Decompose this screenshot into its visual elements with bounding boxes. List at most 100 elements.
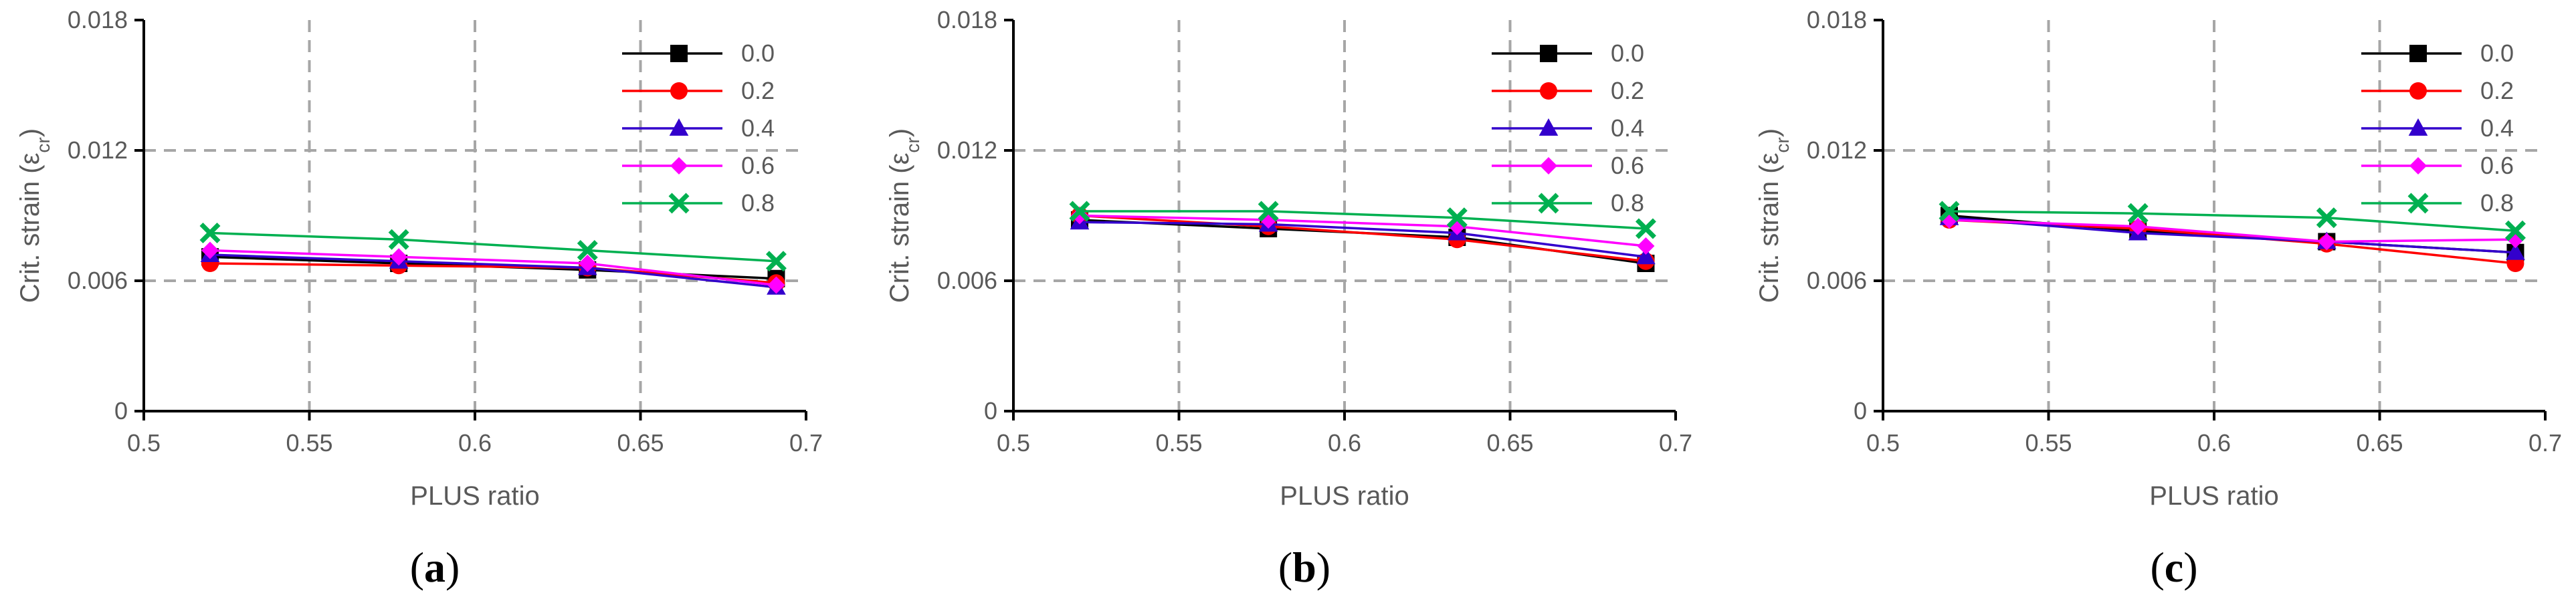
- x-tick-label: 0.7: [1659, 429, 1692, 457]
- legend-label: 0.6: [1611, 152, 1644, 179]
- y-tick-label: 0.012: [937, 136, 997, 164]
- legend-item: 0.2: [2361, 77, 2514, 104]
- legend-label: 0.6: [2480, 152, 2514, 179]
- gridlines: [1883, 20, 2545, 411]
- legend-item: 0.8: [1492, 189, 1644, 217]
- panel-b: 0.5 0.55 0.6 0.65 0.7 0 0.006 0.012 0.018 PLUS ra…: [870, 0, 1728, 604]
- data-point: [767, 276, 785, 294]
- legend-marker: [1540, 157, 1557, 174]
- x-tick-label: 0.6: [1328, 429, 1361, 457]
- series-line: [1080, 210, 1646, 230]
- data-point: [2129, 217, 2147, 235]
- x-tick-label: 0.6: [458, 429, 492, 457]
- x-axis-title: PLUS ratio: [1280, 481, 1409, 511]
- panel-label: (b): [1278, 543, 1330, 591]
- legend-label: 0.4: [2480, 114, 2514, 142]
- x-tick-label: 0.5: [127, 429, 161, 457]
- series-0.2: [1941, 211, 2524, 272]
- data-point: [765, 251, 787, 272]
- axes: [1874, 19, 2547, 420]
- data-point: [1635, 218, 1656, 239]
- y-tick-label: 0.006: [68, 267, 128, 294]
- legend-marker: [1540, 82, 1557, 100]
- line-chart-c: 0.5 0.55 0.6 0.65 0.7 0 0.006 0.012 0.018 PLUS ra…: [1755, 6, 2562, 591]
- legend-label: 0.0: [741, 39, 775, 67]
- line-chart-a: 0.5 0.55 0.6 0.65 0.7 0 0.006 0.012 0.018 PLUS ra…: [15, 6, 823, 591]
- legend-item: 0.8: [622, 189, 775, 217]
- legend-label: 0.2: [1611, 77, 1644, 104]
- legend-label: 0.8: [2480, 189, 2514, 217]
- x-tick-label: 0.55: [2025, 429, 2072, 457]
- x-tick-label: 0.65: [1486, 429, 1533, 457]
- x-axis-title: PLUS ratio: [410, 481, 539, 511]
- data-point: [579, 255, 597, 272]
- legend-marker: [668, 193, 690, 214]
- legend-label: 0.8: [1611, 189, 1644, 217]
- legend: 0.0 0.2 0.4 0.6 0.8: [1492, 39, 1644, 217]
- legend-label: 0.0: [1611, 39, 1644, 67]
- series-line: [1949, 219, 2516, 243]
- legend-marker: [670, 82, 688, 100]
- x-tick-label: 0.6: [2197, 429, 2231, 457]
- series-line: [209, 249, 777, 287]
- legend-item: 0.2: [622, 77, 775, 104]
- y-tick-label: 0.012: [68, 136, 128, 164]
- data-point: [577, 240, 598, 261]
- y-axis-title: Crit. strain (εcr): [15, 128, 54, 303]
- axes: [134, 19, 807, 420]
- legend-marker: [670, 157, 688, 174]
- legend-marker: [2409, 45, 2427, 62]
- data-point: [2127, 203, 2149, 224]
- data-point: [390, 248, 408, 266]
- panel-a: 0.5 0.55 0.6 0.65 0.7 0 0.006 0.012 0.018 PLUS ra…: [0, 0, 858, 604]
- data-point: [2318, 233, 2336, 251]
- data-point: [1939, 201, 1960, 222]
- series-0.8: [1939, 201, 2526, 241]
- series-0.8: [1069, 201, 1656, 239]
- legend: 0.0 0.2 0.4 0.6 0.8: [2361, 39, 2514, 217]
- legend-item: 0.2: [1492, 77, 1644, 104]
- panel-label: (c): [2150, 543, 2197, 591]
- y-axis-title: Crit. strain (εcr): [1755, 128, 1793, 303]
- legend-label: 0.4: [1611, 114, 1644, 142]
- y-tick-label: 0.012: [1807, 136, 1867, 164]
- series-0.6: [1941, 211, 2524, 251]
- data-point: [201, 241, 219, 259]
- legend-item: 0.0: [622, 39, 775, 67]
- x-tick-label: 0.5: [1866, 429, 1900, 457]
- data-point: [388, 229, 409, 250]
- data-point: [2504, 220, 2526, 241]
- series-line: [209, 231, 777, 263]
- legend-item: 0.6: [1492, 152, 1644, 179]
- y-axis-title: Crit. strain (εcr): [885, 128, 923, 303]
- legend-item: 0.6: [622, 152, 775, 179]
- x-tick-label: 0.65: [2356, 429, 2403, 457]
- axes: [1004, 19, 1677, 420]
- data-point: [1446, 207, 1468, 229]
- series-line: [1949, 217, 2516, 254]
- y-tick-label: 0.018: [937, 6, 997, 33]
- data-point: [199, 223, 221, 243]
- data-point: [1258, 201, 1279, 222]
- legend-marker: [1540, 45, 1557, 62]
- series-0.8: [199, 223, 787, 272]
- legend: 0.0 0.2 0.4 0.6 0.8: [622, 39, 775, 217]
- data-point: [1069, 201, 1090, 222]
- series-line: [1949, 219, 2516, 265]
- gridlines: [1013, 20, 1676, 411]
- x-tick-label: 0.55: [286, 429, 332, 457]
- series-line: [1079, 214, 1646, 247]
- y-tick-label: 0: [1854, 397, 1867, 424]
- series-line: [1079, 214, 1646, 263]
- legend-label: 0.8: [741, 189, 775, 217]
- legend-marker: [2409, 157, 2427, 174]
- legend-marker: [2409, 82, 2427, 100]
- legend-marker: [1539, 118, 1559, 136]
- data-point: [2316, 207, 2337, 229]
- legend-marker: [2408, 118, 2428, 136]
- data-point: [1636, 247, 1656, 265]
- gridlines: [144, 20, 806, 411]
- y-tick-label: 0: [114, 397, 128, 424]
- legend-item: 0.8: [2361, 189, 2514, 217]
- x-tick-label: 0.5: [997, 429, 1030, 457]
